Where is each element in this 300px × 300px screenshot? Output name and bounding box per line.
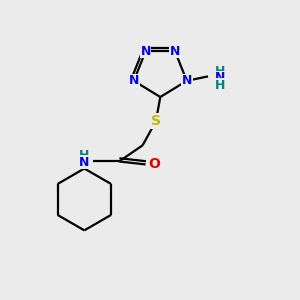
Text: H: H (79, 148, 89, 161)
Text: O: O (148, 158, 160, 171)
Text: N: N (79, 156, 89, 169)
Text: H: H (215, 64, 226, 78)
Text: S: S (151, 114, 161, 128)
Text: N: N (140, 45, 151, 58)
Text: N: N (129, 74, 139, 87)
Text: N: N (170, 45, 180, 58)
Text: N: N (182, 74, 192, 87)
Text: H: H (215, 79, 226, 92)
Text: N: N (215, 71, 226, 84)
